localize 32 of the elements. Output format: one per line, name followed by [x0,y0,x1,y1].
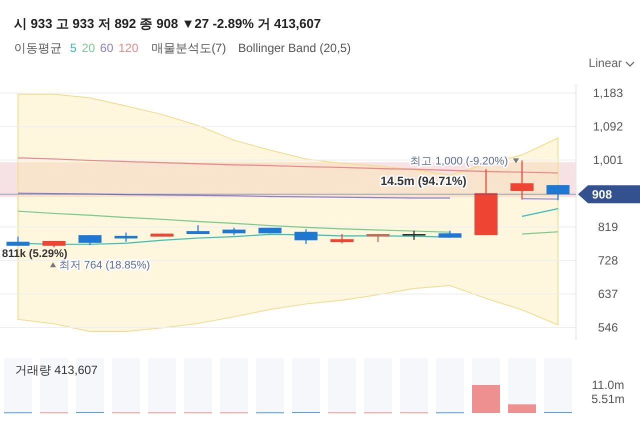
candlestick [402,230,426,241]
candlestick [510,160,534,200]
candlestick [114,232,138,242]
candlestick [78,234,102,246]
annotation: 최저 764 (18.85%) [59,259,150,272]
y-tick-label: 1,092 [592,120,624,134]
y-tick-label: 1,001 [592,153,624,168]
text: Bollinger Band (20,5) [238,41,351,55]
y-tick-label: 637 [598,287,618,302]
y-tick-label: 11.0m [592,378,624,392]
text: 거래량 413,607 [15,363,98,377]
text: Linear [588,56,622,70]
text: 매물분석도(7) [151,41,226,55]
text: 20 [82,41,96,55]
text: 60 [100,41,114,55]
text: 5 [70,41,77,55]
text: 120 [118,41,139,55]
band-label: 14.5m (94.71%) [380,174,467,188]
y-tick-label: 728 [598,254,618,268]
candlestick [6,236,30,246]
candlestick [546,184,570,201]
legend-title: 이동평균 [14,41,62,55]
bar [508,404,536,413]
chart-title: 시 933 고 933 저 892 종 908 ▼27 -2.89% 거 413,607 [14,16,321,31]
candlestick [330,233,354,244]
annotation: 최고 1,000 (-9.20%) [410,155,508,168]
y-tick-label: 819 [598,220,618,234]
y-tick-label: 546 [598,320,618,334]
y-tick-label: 1,183 [592,86,624,100]
candlestick [294,228,318,245]
y-tick-label: 5.51m [591,392,625,406]
ref-line-label: 908 [592,187,612,202]
